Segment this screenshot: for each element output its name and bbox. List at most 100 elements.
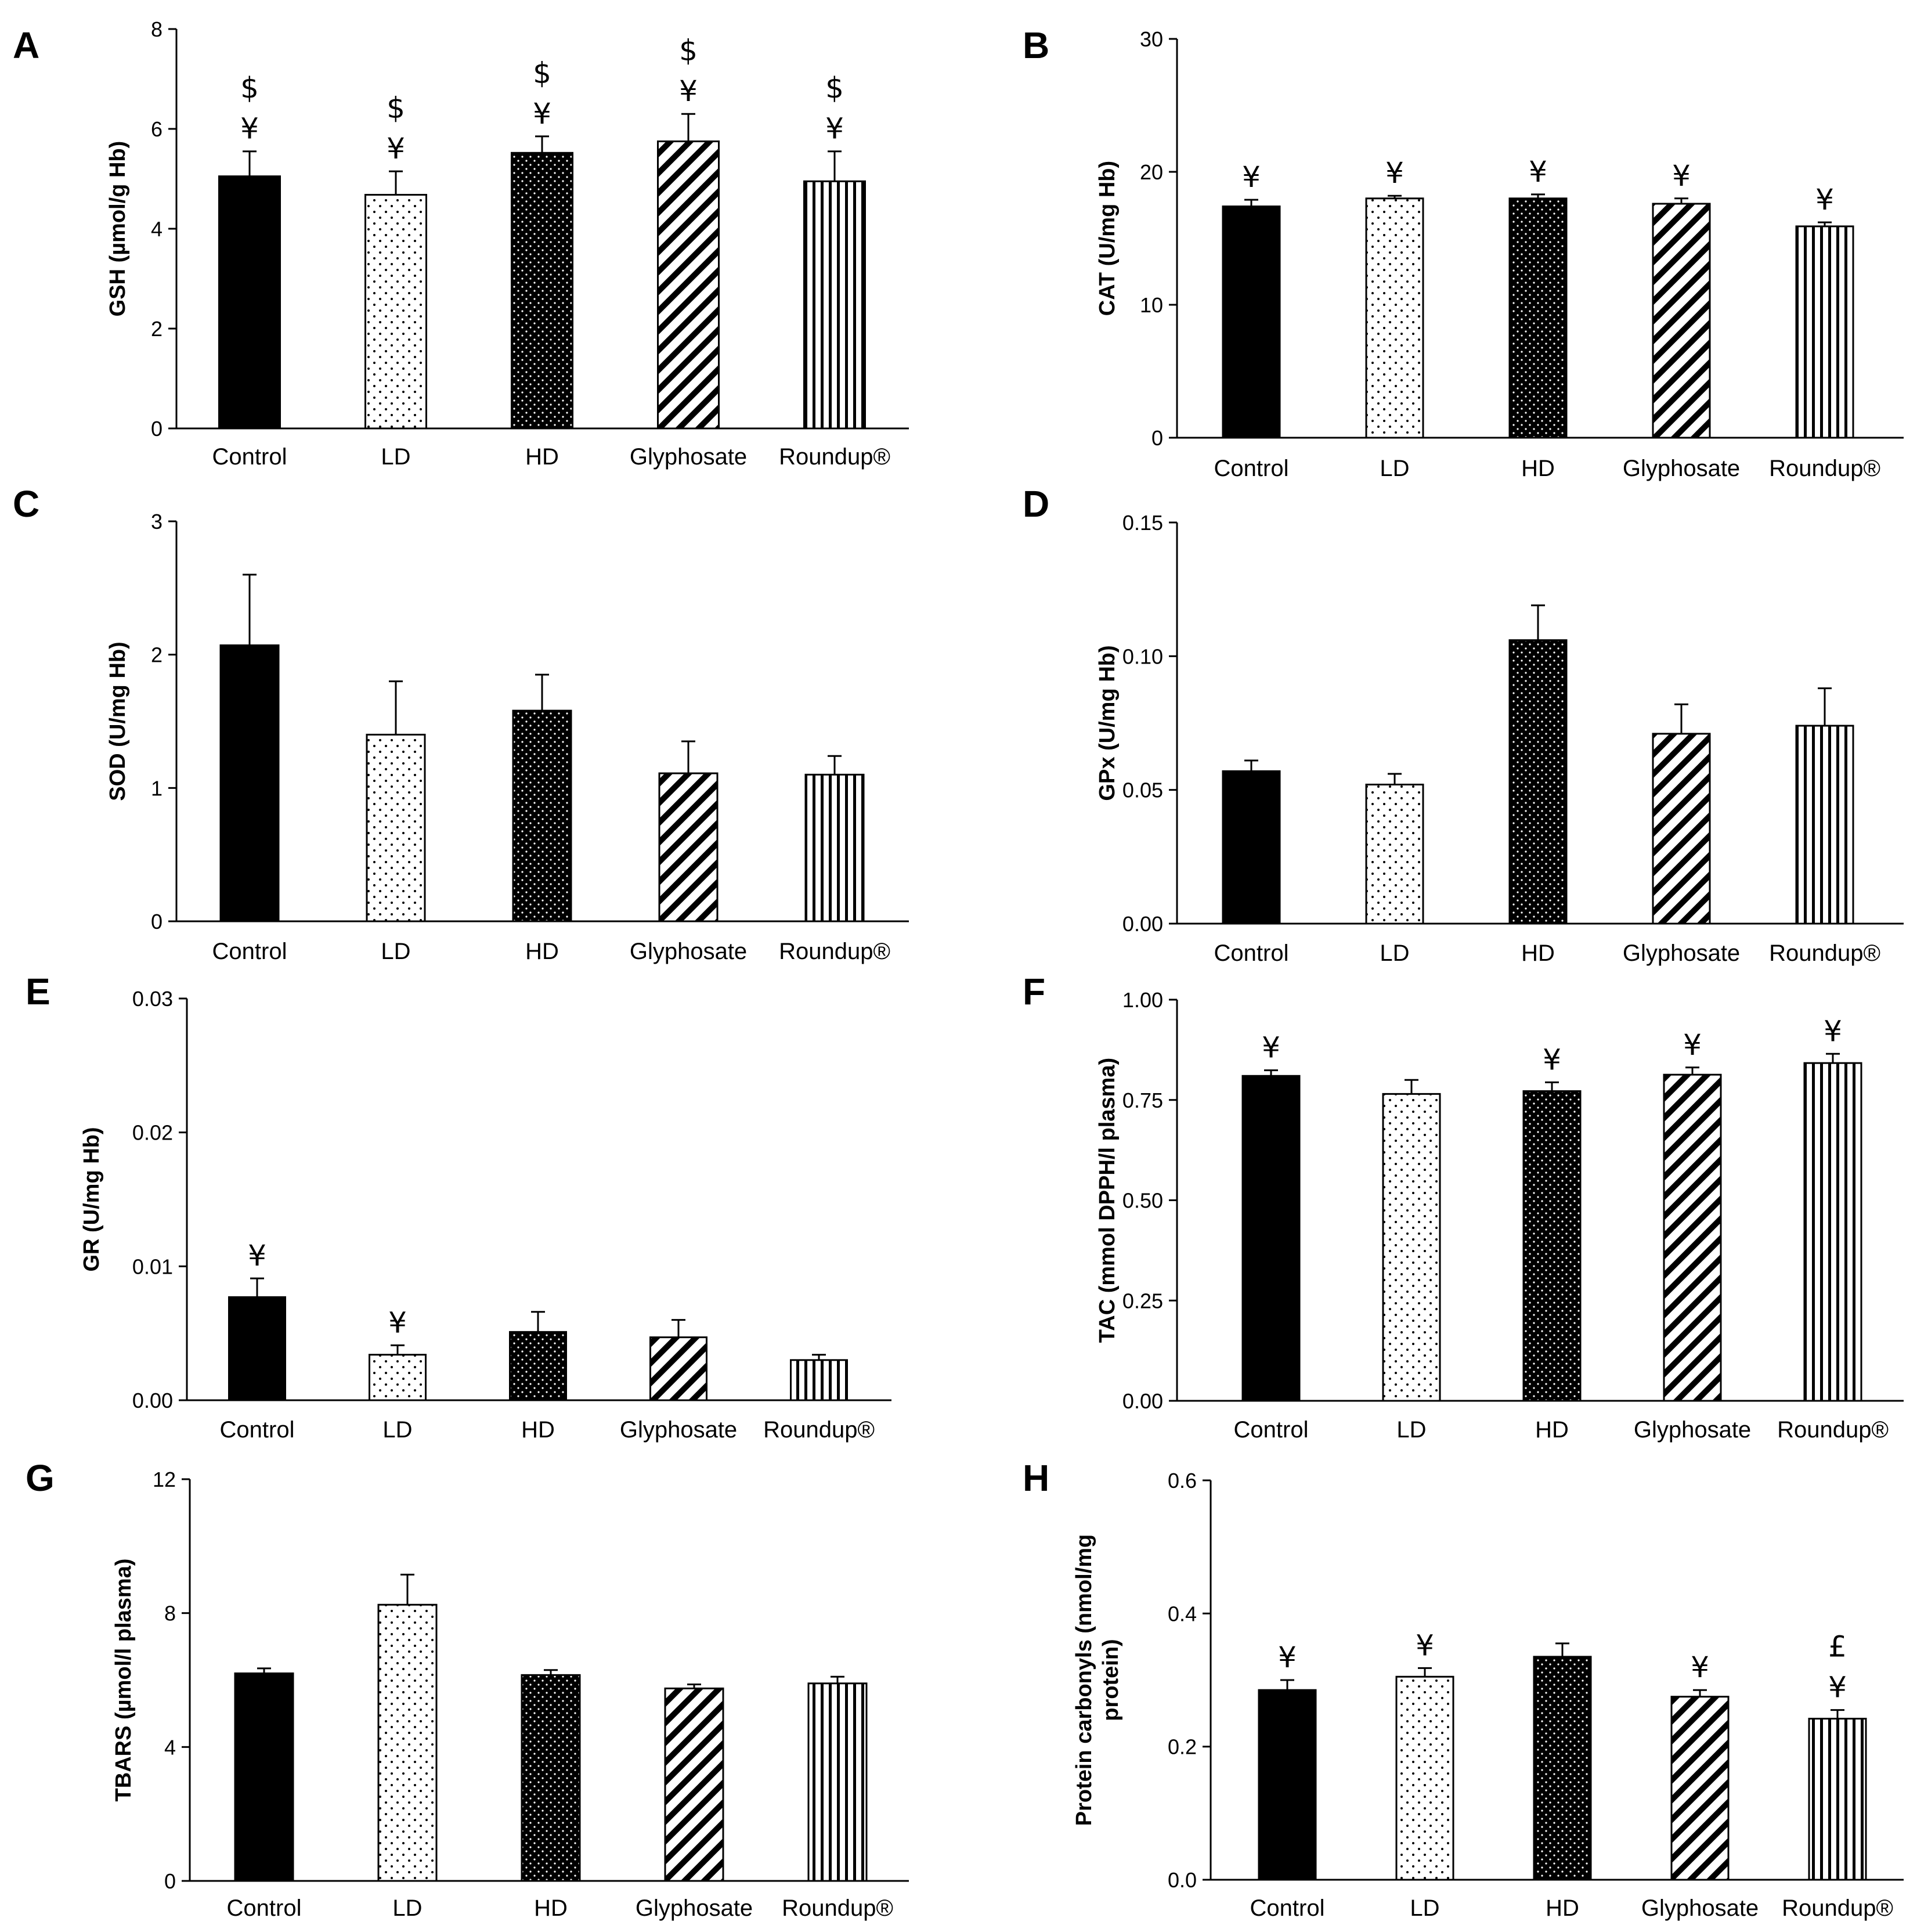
y-tick-label: 1.00	[1122, 988, 1163, 1012]
y-tick-label: 0.0	[1168, 1868, 1197, 1892]
significance-marker: $	[533, 56, 551, 90]
y-tick-label: 12	[153, 1468, 176, 1491]
category-label: Roundup®	[1777, 1417, 1889, 1443]
bar-ld	[364, 194, 427, 430]
y-tick-label: 0.2	[1168, 1735, 1197, 1759]
panel-b: B 0 10 20 30 CAT (U/mg Hb) ¥ Control ¥ LD ¥ HD ¥ Glyp…	[1023, 24, 1904, 481]
bar-roundup	[1803, 1062, 1862, 1402]
bar-ld	[1365, 197, 1424, 439]
y-tick-label: 0.10	[1122, 644, 1163, 668]
significance-marker: ¥	[388, 1306, 407, 1339]
category-label: LD	[1380, 456, 1409, 481]
bar-glyphosate	[649, 1336, 707, 1401]
y-axis-label: TBARS (µmol/l plasma)	[111, 1559, 136, 1802]
bar-control	[219, 644, 280, 922]
bar-ld	[1395, 1675, 1454, 1881]
bar-glyphosate	[657, 140, 720, 430]
panel-letter: B	[1023, 24, 1049, 66]
significance-marker: ¥	[1262, 1031, 1280, 1065]
bar-roundup	[807, 1682, 868, 1882]
bar-glyphosate	[664, 1687, 724, 1882]
significance-marker: ¥	[1815, 183, 1834, 217]
panel-letter: G	[26, 1457, 55, 1499]
bar-control	[234, 1672, 294, 1882]
bar-roundup	[1795, 724, 1854, 925]
y-tick-label: 8	[151, 17, 163, 41]
category-label: Control	[1214, 456, 1289, 481]
category-label: LD	[1380, 940, 1409, 966]
y-axis-label: GSH (µmol/g Hb)	[106, 141, 130, 317]
bar-control	[1222, 206, 1281, 439]
significance-marker: ¥	[679, 74, 698, 108]
y-axis-label: GPx (U/mg Hb)	[1095, 645, 1120, 801]
significance-marker: ¥	[1242, 160, 1261, 194]
category-label: HD	[1546, 1895, 1579, 1921]
category-label: LD	[381, 939, 410, 964]
y-tick-label: 0.00	[1122, 912, 1163, 936]
y-tick-label: 0	[1151, 426, 1163, 450]
significance-marker: ¥	[1385, 156, 1404, 190]
y-tick-label: 0.02	[132, 1121, 173, 1145]
panel-letter: F	[1023, 971, 1045, 1012]
y-axis-label: Protein carbonyls (nmol/mg protein)	[1072, 1534, 1123, 1826]
bar-roundup	[803, 180, 866, 430]
y-axis-label-line: protein)	[1099, 1639, 1123, 1721]
bar-hd	[1533, 1656, 1592, 1881]
significance-marker: ¥	[1828, 1671, 1847, 1704]
category-label: Roundup®	[782, 1895, 893, 1921]
significance-marker: ¥	[1683, 1028, 1702, 1062]
panel-c: C 0 1 2 3 SOD (U/mg Hb) Control LD HD Glyphosate R…	[13, 483, 909, 964]
y-tick-label: 0.25	[1122, 1289, 1163, 1313]
category-label: Roundup®	[1782, 1895, 1893, 1921]
category-label: HD	[521, 1417, 555, 1443]
y-tick-label: 3	[151, 510, 163, 534]
y-tick-label: 10	[1140, 293, 1163, 317]
bar-hd	[509, 1331, 567, 1401]
y-tick-label: 0.00	[132, 1389, 173, 1412]
category-label: Roundup®	[763, 1417, 875, 1443]
bar-hd	[1508, 639, 1568, 925]
category-label: Roundup®	[779, 939, 890, 964]
bar-roundup	[804, 773, 865, 922]
significance-marker: ¥	[825, 112, 844, 146]
y-axis-label: GR (U/mg Hb)	[80, 1127, 104, 1271]
bar-control	[228, 1296, 286, 1401]
category-label: Glyphosate	[636, 1895, 753, 1921]
bar-hd	[512, 709, 572, 922]
y-tick-label: 0	[164, 1869, 176, 1893]
bar-ld	[1382, 1093, 1441, 1402]
category-label: Glyphosate	[630, 939, 747, 964]
y-tick-label: 0.6	[1168, 1469, 1197, 1493]
bar-ld	[369, 1354, 427, 1401]
significance-marker: ¥	[240, 112, 259, 146]
category-label: Control	[212, 444, 287, 470]
significance-marker: ¥	[248, 1239, 266, 1273]
y-tick-label: 0.05	[1122, 778, 1163, 802]
y-tick-label: 2	[151, 317, 163, 341]
significance-marker: ¥	[1824, 1014, 1842, 1048]
y-tick-label: 0	[151, 417, 163, 441]
y-tick-label: 0	[151, 910, 163, 933]
panel-letter: E	[26, 971, 50, 1012]
category-label: Roundup®	[1769, 456, 1880, 481]
significance-marker: ¥	[533, 97, 551, 131]
bar-roundup	[1795, 225, 1854, 439]
significance-marker: ¥	[1691, 1650, 1709, 1684]
bar-ld	[1365, 783, 1424, 925]
bar-hd	[1508, 197, 1568, 439]
category-label: HD	[1535, 1417, 1569, 1443]
category-label: Control	[212, 939, 287, 964]
y-tick-label: 0.03	[132, 987, 173, 1011]
category-label: Control	[1234, 1417, 1309, 1443]
panel-g: G 0 4 8 12 TBARS (µmol/l plasma) Control LD HD Gl…	[26, 1457, 909, 1921]
y-axis-label-line: Protein carbonyls (nmol/mg	[1072, 1534, 1096, 1826]
significance-marker: $	[387, 91, 405, 125]
significance-marker: $	[825, 71, 844, 105]
significance-marker: ¥	[1278, 1641, 1297, 1674]
bar-hd	[1522, 1090, 1582, 1402]
bar-glyphosate	[1652, 733, 1711, 925]
panel-a: A 0 2 4 6 8 GSH (µmol/g Hb) ¥ $ Control ¥ $ LD ¥ $ HD ¥ $…	[13, 17, 909, 470]
bar-glyphosate	[1670, 1696, 1730, 1881]
category-label: Roundup®	[779, 444, 890, 470]
y-tick-label: 8	[164, 1602, 176, 1625]
